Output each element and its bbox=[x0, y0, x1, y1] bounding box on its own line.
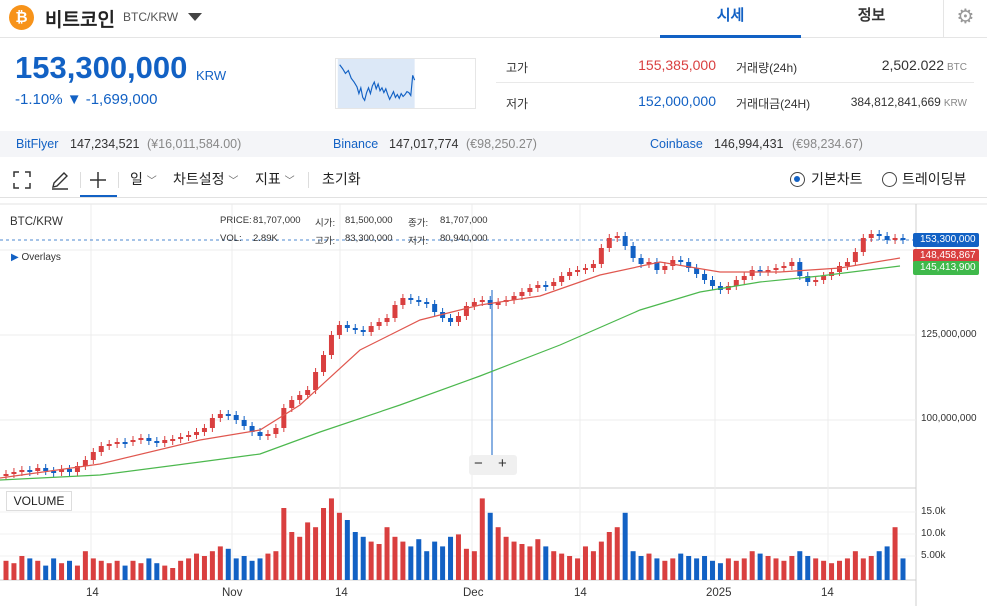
x-tick: 14 bbox=[821, 587, 834, 599]
amount-unit: KRW bbox=[943, 98, 967, 109]
toolbar-divider bbox=[308, 172, 309, 188]
ohlc-open: 81,500,000 bbox=[345, 215, 393, 226]
x-tick: 14 bbox=[574, 587, 587, 599]
fullscreen-icon[interactable] bbox=[13, 171, 31, 189]
low-label: 저가 bbox=[506, 97, 529, 111]
ma-red-tag: 148,458,867 bbox=[913, 249, 979, 263]
bitcoin-icon: ₿ bbox=[9, 5, 34, 30]
chart-toolbar bbox=[0, 162, 987, 198]
low-value: 152,000,000 bbox=[638, 93, 716, 109]
tab-info[interactable]: 정보 bbox=[857, 7, 886, 24]
ma-green-tag: 145,413,900 bbox=[913, 261, 979, 275]
ohlc-vol-label: VOL: bbox=[220, 233, 242, 244]
overlays-toggle[interactable]: ▶ Overlays bbox=[11, 252, 61, 263]
chevron-down-icon[interactable] bbox=[188, 13, 202, 21]
volume-unit: BTC bbox=[947, 62, 967, 73]
zoom-out-button[interactable]: − bbox=[474, 455, 483, 472]
current-price: 153,300,000 bbox=[15, 50, 188, 85]
tradingview-radio[interactable] bbox=[882, 172, 897, 187]
exchange-price: 146,994,431 bbox=[714, 137, 784, 151]
zoom-control: − + bbox=[469, 455, 517, 475]
exchange-converted: (¥16,011,584.00) bbox=[147, 137, 242, 151]
x-tick: Dec bbox=[463, 587, 484, 599]
tradingview-label[interactable]: 트레이딩뷰 bbox=[902, 171, 967, 187]
toolbar-divider bbox=[118, 172, 119, 188]
exchange-bar bbox=[0, 131, 987, 157]
volume-tick: 10.0k bbox=[921, 528, 946, 539]
pencil-icon[interactable] bbox=[50, 170, 70, 190]
exchange-converted: (€98,250.27) bbox=[466, 137, 537, 151]
candlestick-chart[interactable] bbox=[0, 198, 987, 606]
volume-number: 2,502.022 bbox=[881, 57, 944, 73]
volume-label: 거래량(24h) bbox=[736, 61, 798, 75]
chart-settings-dropdown[interactable]: 차트설정 ﹀ bbox=[173, 162, 238, 197]
exchange-coinbase[interactable]: Coinbase bbox=[650, 137, 703, 151]
volume-tick: 5.00k bbox=[921, 550, 946, 561]
chevron-down-icon: ﹀ bbox=[284, 176, 295, 187]
interval-dropdown[interactable]: 일 ﹀ bbox=[130, 162, 157, 197]
reset-button[interactable]: 초기화 bbox=[322, 171, 361, 187]
indicator-label: 지표 bbox=[255, 171, 281, 187]
high-label: 고가 bbox=[506, 61, 529, 75]
top-bar bbox=[0, 0, 987, 38]
ohlc-vol: 2.89K bbox=[253, 233, 278, 244]
volume-button[interactable]: VOLUME bbox=[6, 491, 72, 511]
exchange-binance[interactable]: Binance bbox=[333, 137, 379, 151]
gear-icon[interactable]: ⚙ bbox=[943, 0, 987, 38]
exchange-price: 147,234,521 bbox=[70, 137, 140, 151]
crosshair-icon[interactable] bbox=[88, 170, 108, 190]
ohlc-low: 80,940,000 bbox=[440, 233, 488, 244]
coin-name[interactable]: 비트코인 bbox=[45, 10, 115, 31]
x-tick: 2025 bbox=[706, 587, 732, 599]
price-change: -1.10% ▼ -1,699,000 bbox=[15, 91, 158, 108]
chevron-down-icon: ﹀ bbox=[228, 176, 239, 187]
x-tick: 14 bbox=[335, 587, 348, 599]
basic-chart-radio[interactable] bbox=[790, 172, 805, 187]
ohlc-price-label: PRICE: bbox=[220, 215, 252, 226]
ohlc-high-label: 고가: bbox=[315, 236, 336, 247]
interval-label: 일 bbox=[130, 171, 143, 187]
ohlc-price: 81,707,000 bbox=[253, 215, 301, 226]
basic-chart-label[interactable]: 기본차트 bbox=[811, 171, 863, 187]
crosshair-active-indicator bbox=[80, 195, 117, 197]
ohlc-close: 81,707,000 bbox=[440, 215, 488, 226]
tab-market[interactable]: 시세 bbox=[660, 0, 801, 38]
mini-price-chart bbox=[335, 58, 476, 109]
volume-value: 2,502.022 BTC bbox=[830, 57, 967, 73]
exchange-price: 147,017,774 bbox=[389, 137, 459, 151]
chart-settings-label: 차트설정 bbox=[173, 171, 225, 187]
amount-value: 384,812,841,669 KRW bbox=[820, 95, 967, 109]
amount-number: 384,812,841,669 bbox=[850, 95, 941, 109]
x-tick: 14 bbox=[86, 587, 99, 599]
y-tick: 125,000,000 bbox=[921, 329, 977, 340]
price-unit: KRW bbox=[196, 68, 227, 83]
y-tick: 100,000,000 bbox=[921, 413, 977, 424]
high-value: 155,385,000 bbox=[638, 57, 716, 73]
coin-pair: BTC/KRW bbox=[123, 10, 179, 24]
ohlc-high: 83,300,000 bbox=[345, 233, 393, 244]
ohlc-low-label: 저가: bbox=[408, 236, 429, 247]
zoom-in-button[interactable]: + bbox=[498, 455, 507, 472]
ohlc-close-label: 종가: bbox=[408, 218, 429, 229]
volume-tick: 15.0k bbox=[921, 506, 946, 517]
last-price-tag: 153,300,000 bbox=[913, 233, 979, 247]
exchange-bitflyer[interactable]: BitFlyer bbox=[16, 137, 59, 151]
overlays-label: Overlays bbox=[21, 252, 61, 263]
x-tick: Nov bbox=[222, 587, 243, 599]
amount-label: 거래대금(24H) bbox=[736, 97, 811, 111]
toolbar-divider bbox=[80, 172, 81, 188]
chevron-down-icon: ﹀ bbox=[146, 176, 157, 187]
ohlc-open-label: 시가: bbox=[315, 218, 336, 229]
exchange-converted: (€98,234.67) bbox=[792, 137, 863, 151]
stats-divider bbox=[496, 82, 974, 83]
chart-symbol: BTC/KRW bbox=[10, 216, 63, 228]
indicator-dropdown[interactable]: 지표 ﹀ bbox=[255, 162, 295, 197]
